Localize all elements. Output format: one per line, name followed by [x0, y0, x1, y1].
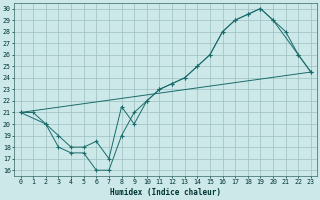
X-axis label: Humidex (Indice chaleur): Humidex (Indice chaleur): [110, 188, 221, 197]
